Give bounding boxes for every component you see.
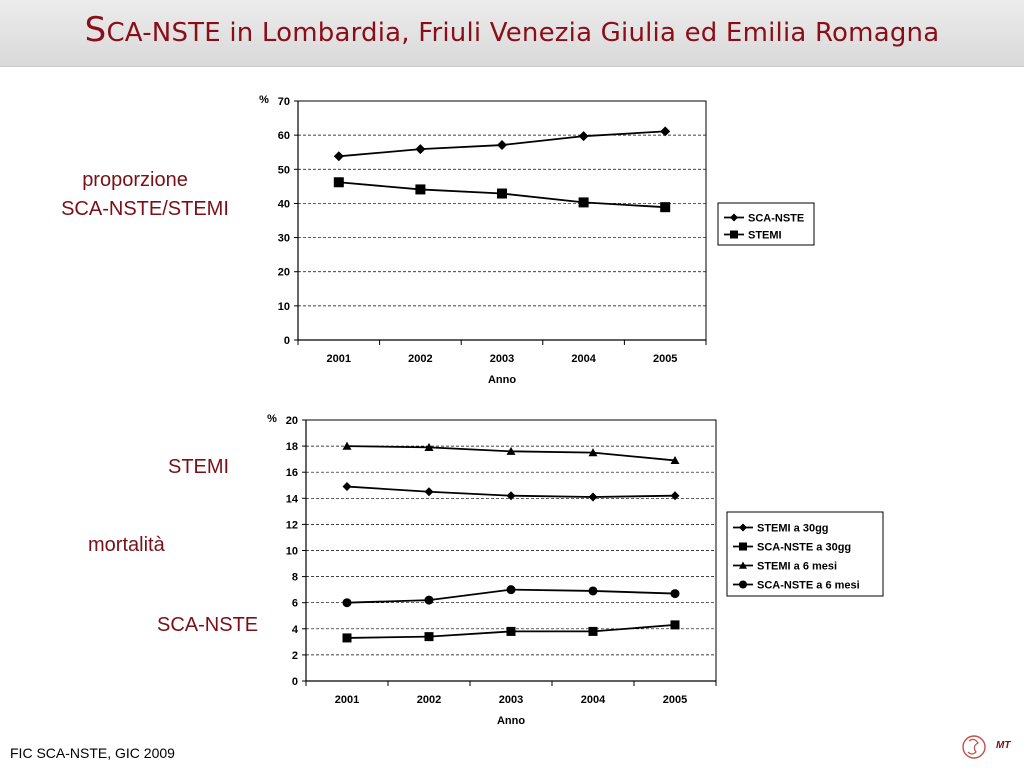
c2-point-3-0 <box>342 598 352 608</box>
c2-point-0-4 <box>670 491 680 501</box>
c2-point-1-3 <box>588 626 598 636</box>
c1-point-0-0 <box>333 151 344 162</box>
c2-legend-marker-2 <box>739 561 747 569</box>
c2-y-tick-label: 18 <box>286 441 298 453</box>
c1-y-tick-label: 10 <box>278 301 290 313</box>
logo-icon <box>962 735 986 759</box>
label-mortalita: mortalità <box>88 534 165 556</box>
c1-point-0-1 <box>415 144 426 155</box>
footer-citation: FIC SCA-NSTE, GIC 2009 <box>10 745 175 761</box>
c1-y-tick-label: 60 <box>278 130 290 142</box>
c2-point-2-3 <box>588 448 598 457</box>
c2-point-0-2 <box>506 491 516 501</box>
c2-legend-label-3: SCA-NSTE a 6 mesi <box>757 580 860 592</box>
logo-text: MT <box>996 740 1011 751</box>
title-rest: CA-NSTE in Lombardia, Friuli Venezia Giu… <box>106 18 940 48</box>
c2-x-tick-label: 2002 <box>417 694 441 706</box>
c2-legend-marker-1 <box>739 542 747 551</box>
c2-x-tick-label: 2004 <box>581 694 606 706</box>
label-proporzione-line1: proporzione <box>82 169 188 191</box>
c1-x-tick-label: 2001 <box>327 353 351 365</box>
label-proporzione-line2: SCA-NSTE/STEMI <box>61 198 229 220</box>
c1-point-0-3 <box>578 131 589 142</box>
c2-x-tick-label: 2005 <box>663 694 687 706</box>
c2-y-tick-label: 4 <box>292 624 299 636</box>
c2-point-1-2 <box>506 626 516 636</box>
c2-legend-marker-0 <box>739 523 747 532</box>
c1-point-0-2 <box>497 140 507 151</box>
c2-y-tick-label: 8 <box>292 572 298 584</box>
c2-x-tick-label: 2003 <box>499 694 523 706</box>
c2-y-tick-label: 6 <box>292 598 298 610</box>
c1-y-tick-label: 30 <box>278 233 290 245</box>
c2-point-0-0 <box>342 482 352 492</box>
c2-point-2-2 <box>506 446 516 455</box>
c2-point-1-0 <box>342 633 352 643</box>
c2-legend-label-2: STEMI a 6 mesi <box>757 561 837 573</box>
c2-y-axis-label: % <box>267 413 277 425</box>
c2-point-2-4 <box>670 455 680 465</box>
c1-legend-marker-0 <box>730 213 738 222</box>
c2-y-tick-label: 2 <box>292 650 298 662</box>
c2-point-0-3 <box>588 492 598 502</box>
c2-point-3-3 <box>588 586 598 596</box>
c1-x-tick-label: 2003 <box>490 353 514 365</box>
c1-x-tick-label: 2005 <box>653 353 677 365</box>
title-bar: SCA-NSTE in Lombardia, Friuli Venezia Gi… <box>0 0 1024 67</box>
c2-y-tick-label: 16 <box>286 467 298 479</box>
c2-point-2-0 <box>342 441 352 450</box>
c2-y-tick-label: 20 <box>286 415 298 427</box>
c1-x-tick-label: 2004 <box>571 353 596 365</box>
c1-y-tick-label: 20 <box>278 267 290 279</box>
c2-point-1-1 <box>424 632 434 642</box>
c1-y-tick-label: 70 <box>278 96 290 108</box>
c1-point-1-4 <box>660 202 671 213</box>
c1-point-1-3 <box>578 197 589 208</box>
c1-x-axis-label: Anno <box>488 374 516 386</box>
c2-legend-label-1: SCA-NSTE a 30gg <box>757 542 851 554</box>
slide-title: SCA-NSTE in Lombardia, Friuli Venezia Gi… <box>0 10 1024 50</box>
c1-legend-label-0: SCA-NSTE <box>748 213 804 225</box>
c2-point-3-4 <box>670 589 680 599</box>
c1-x-tick-label: 2002 <box>408 353 432 365</box>
c1-point-1-0 <box>333 177 344 188</box>
label-sca-nste: SCA-NSTE <box>157 614 259 636</box>
title-first-letter: S <box>84 10 107 50</box>
label-stemi: STEMI <box>168 456 230 478</box>
c1-y-axis-label: % <box>259 94 269 106</box>
c1-legend-label-1: STEMI <box>748 230 782 242</box>
c2-y-tick-label: 14 <box>286 493 299 505</box>
c2-legend-label-0: STEMI a 30gg <box>757 523 829 535</box>
c2-y-tick-label: 10 <box>286 546 298 558</box>
c1-point-1-1 <box>415 184 426 195</box>
c2-point-2-1 <box>424 442 434 452</box>
c2-legend-marker-3 <box>739 580 747 589</box>
c1-y-tick-label: 0 <box>284 335 290 347</box>
c2-point-1-4 <box>670 620 680 630</box>
c2-y-tick-label: 0 <box>292 676 298 688</box>
c2-y-tick-label: 12 <box>286 519 298 531</box>
c1-point-1-2 <box>497 188 507 199</box>
c2-x-tick-label: 2001 <box>335 694 359 706</box>
c2-point-0-1 <box>424 487 434 497</box>
c2-legend <box>726 511 884 597</box>
label-proporzione: proporzione SCA-NSTE/STEMI <box>40 166 250 224</box>
c2-point-3-1 <box>424 595 434 605</box>
c1-y-tick-label: 40 <box>278 198 290 210</box>
c1-point-0-4 <box>660 126 671 137</box>
c2-point-3-2 <box>506 585 516 595</box>
c1-legend-marker-1 <box>730 230 738 239</box>
c2-x-axis-label: Anno <box>497 715 525 727</box>
c1-y-tick-label: 50 <box>278 164 290 176</box>
